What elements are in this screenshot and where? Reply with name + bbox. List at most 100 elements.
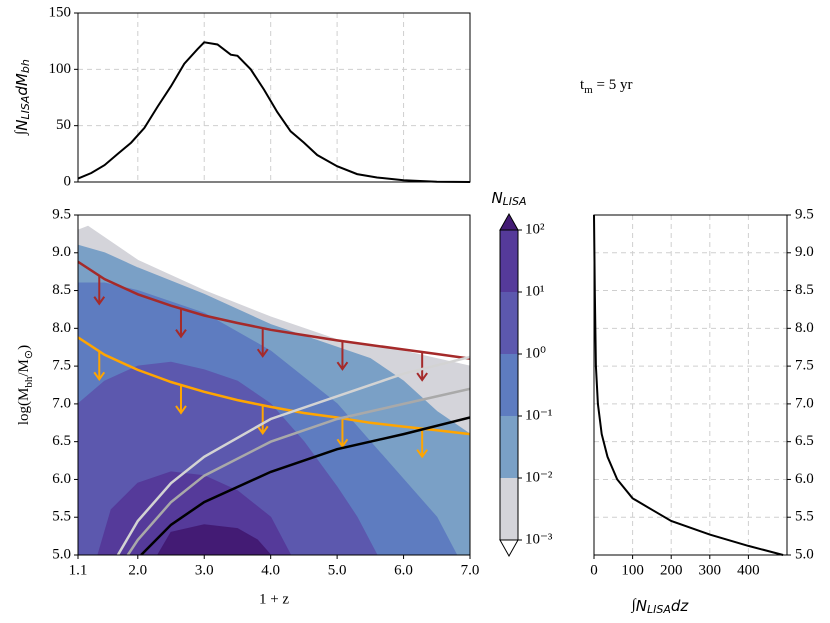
y-tick-label: 50 — [56, 117, 71, 133]
limit-arrow — [256, 328, 269, 358]
annotation: tm = 5 yr — [580, 77, 632, 95]
colorbar-label-part: LISA — [503, 195, 527, 208]
y-tick-label: 6.0 — [52, 471, 71, 487]
x-tick-label: 4.0 — [261, 562, 280, 578]
y-axis-label-part: ∫ — [13, 129, 29, 136]
arrow-head — [175, 405, 187, 415]
y-axis-label: ∫NLISAdMbh — [13, 59, 33, 136]
y-axis-label-part: ) — [16, 345, 32, 350]
arrow-head — [336, 438, 349, 449]
x-tick-label: 400 — [737, 562, 760, 578]
y-tick-label: 9.5 — [795, 206, 814, 222]
x-tick-label: 200 — [660, 562, 683, 578]
colorbar-block — [500, 416, 518, 478]
x-axis-label-part: LISA — [647, 603, 671, 616]
limit-arrow — [93, 351, 106, 382]
limit-arrow — [256, 405, 269, 435]
frame — [593, 214, 788, 556]
x-tick-label: 100 — [621, 562, 644, 578]
arrow-head — [416, 372, 428, 382]
colorbar-frame — [499, 229, 519, 541]
y-axis-label-part: N — [13, 119, 31, 130]
x-axis-label-part: dz — [671, 597, 690, 615]
y-tick-label: 9.0 — [52, 244, 71, 260]
y-tick-label: 7.0 — [795, 395, 814, 411]
x-tick-label: 300 — [699, 562, 722, 578]
y-tick-label: 8.0 — [52, 320, 71, 336]
arrow-head — [336, 361, 349, 371]
x-axis-label-part: ∫ — [631, 597, 638, 613]
x-tick-label: 0 — [590, 562, 598, 578]
line — [77, 41, 471, 183]
limit-arrow — [336, 341, 349, 371]
arrow-head — [175, 329, 187, 339]
y-tick-label: 8.0 — [795, 320, 814, 336]
limit-arrow — [175, 308, 187, 339]
annotation-part: t — [580, 77, 585, 93]
frame — [77, 214, 471, 556]
y-tick-label: 7.5 — [795, 358, 814, 374]
limit-line — [126, 387, 470, 555]
y-tick-label: 5.5 — [52, 509, 71, 525]
y-axis-label-part: LISA — [19, 96, 32, 120]
y-tick-label: 9.5 — [52, 206, 71, 222]
colorbar-tick-label: 10⁰ — [525, 345, 546, 361]
arrow-head — [416, 449, 428, 459]
limit-line — [116, 355, 470, 555]
contour-region — [157, 524, 272, 555]
x-tick-label: 5.0 — [328, 562, 347, 578]
y-tick-label: 150 — [49, 4, 72, 20]
y-axis-label-part: log(M — [16, 388, 32, 426]
y-axis-label-part: bh — [19, 59, 32, 73]
x-tick-label: 3.0 — [195, 562, 214, 578]
limit-arrow — [336, 418, 349, 449]
y-tick-label: 6.0 — [795, 471, 814, 487]
limit-arrow — [416, 428, 428, 459]
y-tick-label: 100 — [49, 61, 72, 77]
y-tick-label: 8.5 — [52, 282, 71, 298]
annotation-part: m — [584, 84, 593, 96]
colorbar-block — [500, 354, 518, 416]
colorbar-tick-label: 10⁻² — [525, 469, 553, 485]
y-tick-label: 9.0 — [795, 244, 814, 260]
limit-line — [78, 336, 470, 436]
colorbar-label: NLISA — [491, 189, 526, 209]
limit-line — [78, 260, 470, 360]
x-tick-label: 6.0 — [394, 562, 413, 578]
x-axis-label-part: N — [636, 597, 647, 615]
frame — [77, 12, 471, 183]
x-axis-label: 1 + z — [259, 591, 289, 607]
colorbar-label-part: N — [491, 189, 502, 207]
contour-layer — [78, 215, 470, 555]
y-tick-label: 5.5 — [795, 509, 814, 525]
arrow-head — [256, 348, 269, 358]
x-tick-label: 2.0 — [128, 562, 147, 578]
colorbar-block — [500, 478, 518, 540]
arrow-head — [93, 296, 106, 306]
y-tick-label: 7.0 — [52, 395, 71, 411]
colorbar-tick-label: 10¹ — [525, 283, 545, 299]
y-axis-label-part: ⊙ — [23, 350, 35, 359]
arrow-head — [93, 371, 106, 382]
y-tick-label: 7.5 — [52, 358, 71, 374]
y-axis-label-part: /M — [16, 359, 32, 377]
y-tick-label: 6.5 — [795, 433, 814, 449]
annotation-part: = 5 yr — [593, 77, 633, 93]
y-tick-label: 6.5 — [52, 433, 71, 449]
y-tick-label: 0 — [64, 173, 72, 189]
y-tick-label: 8.5 — [795, 282, 814, 298]
y-axis-label-part: bh — [23, 376, 35, 388]
arrow-head — [256, 425, 269, 435]
x-axis-label: ∫NLISAdz — [631, 597, 690, 617]
limit-arrow — [175, 384, 187, 415]
colorbar-tick-label: 10² — [525, 221, 545, 237]
limit-line — [140, 416, 470, 555]
y-axis-label-part: dM — [13, 73, 31, 96]
colorbar-block — [500, 230, 518, 292]
colorbar-tick-label: 10⁻¹ — [525, 407, 552, 423]
colorbar-tick-label: 10⁻³ — [525, 531, 553, 547]
colorbar-block — [500, 292, 518, 354]
y-tick-label: 5.0 — [52, 546, 71, 562]
y-axis-label: log(Mbh/M⊙) — [16, 345, 34, 425]
